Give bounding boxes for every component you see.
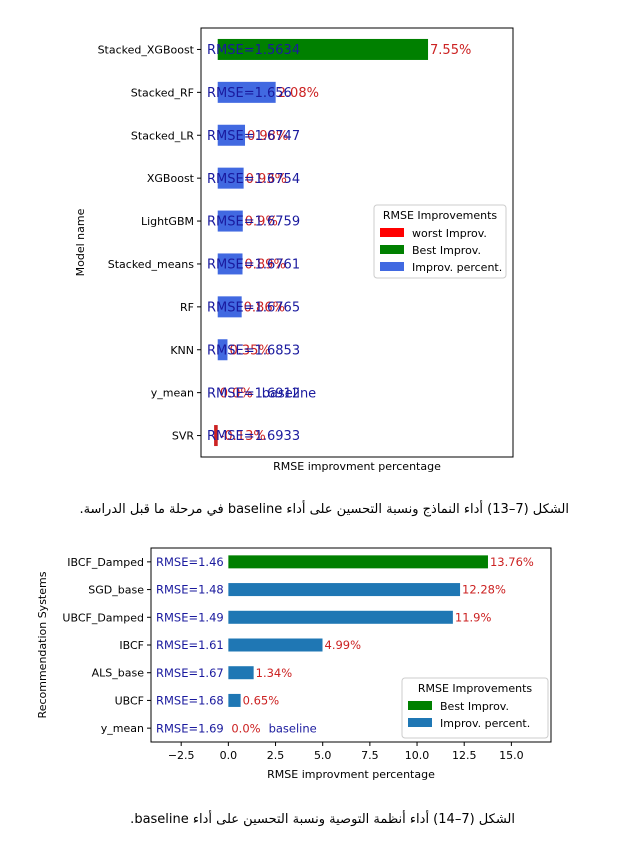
- rmse-label: RMSE=1.68: [156, 694, 224, 708]
- bar-SGD_base: [228, 583, 461, 597]
- y-tick-label: y_mean: [151, 387, 194, 400]
- chart-model-improvement: Stacked_XGBoost 7.55% RMSE=1.5634 Stacked_R…: [74, 27, 514, 473]
- value-label: 0.0%: [231, 721, 260, 735]
- rmse-label: RMSE=1.6761: [207, 258, 300, 273]
- legend-entry-label: Improv. percent.: [412, 261, 502, 274]
- legend-swatch: [408, 718, 432, 727]
- bar-UBCF_Damped: [228, 610, 453, 624]
- y-axis-label: Model name: [74, 208, 87, 276]
- bar-IBCF: [228, 638, 323, 652]
- y-tick-label: XGBoost: [147, 172, 195, 185]
- x-tick-label: 15.0: [499, 749, 524, 762]
- rmse-label: RMSE=1.5634: [207, 43, 300, 58]
- legend-entry-label: Best Improv.: [412, 244, 481, 257]
- bar-Stacked_LR: [217, 124, 246, 146]
- bar-SVR: [214, 425, 218, 447]
- y-tick-label: Stacked_means: [108, 258, 195, 271]
- y-tick-label: UBCF: [115, 694, 144, 707]
- rmse-label: RMSE=1.6853: [207, 343, 300, 358]
- legend: [373, 204, 507, 279]
- legend: [401, 677, 549, 739]
- y-axis-label: Recommendation Systems: [36, 571, 49, 718]
- value-label: 1.34%: [256, 666, 293, 680]
- x-axis-label: RMSE improvment percentage: [273, 460, 441, 473]
- y-tick-label: Stacked_XGBoost: [98, 43, 195, 56]
- bar-ALS_base: [228, 666, 254, 680]
- rmse-label: RMSE=1.656: [207, 86, 292, 101]
- y-tick-label: UBCF_Damped: [62, 611, 144, 624]
- y-tick-label: KNN: [170, 344, 194, 357]
- value-label: 0.35%: [229, 343, 270, 358]
- bar-XGBoost: [217, 167, 244, 189]
- legend-entry-label: Improv. percent.: [440, 717, 530, 730]
- rmse-label: RMSE=1.6933: [207, 429, 300, 444]
- x-tick-label: 7.5: [361, 749, 379, 762]
- value-label: 7.55%: [430, 43, 471, 58]
- figure-caption-1: الشكل (7–13) أداء النماذج ونسبة التحسين …: [79, 502, 569, 517]
- x-tick-label: 12.5: [452, 749, 477, 762]
- y-tick-label: ALS_base: [92, 667, 145, 680]
- bar-RF: [217, 296, 242, 318]
- legend-title: RMSE Improvements: [418, 682, 533, 695]
- x-tick-label: 10.0: [405, 749, 430, 762]
- value-label: 11.9%: [455, 610, 492, 624]
- value-label: 0.98%: [247, 129, 288, 144]
- y-tick-label: Stacked_RF: [131, 86, 194, 99]
- bar-IBCF_Damped: [228, 555, 488, 569]
- value-label: 13.76%: [490, 555, 534, 569]
- x-tick-label: 5.0: [314, 749, 332, 762]
- rmse-label: RMSE=1.67: [156, 666, 224, 680]
- y-tick-label: SGD_base: [88, 584, 144, 597]
- figure-caption-2: الشكل (7–14) أداء أنظمة التوصية ونسبة ال…: [130, 812, 515, 827]
- value-label: 12.28%: [462, 583, 506, 597]
- rmse-label: RMSE=1.49: [156, 610, 224, 624]
- value-label: 0.9%: [245, 215, 278, 230]
- legend-title: RMSE Improvements: [383, 209, 498, 222]
- legend-entry-label: worst Improv.: [412, 227, 487, 240]
- y-tick-label: LightGBM: [141, 215, 194, 228]
- value-label: 0.89%: [245, 258, 286, 273]
- value-label: 0.0%: [220, 386, 253, 401]
- x-tick-label: −2.5: [168, 749, 195, 762]
- value-label: 0.86%: [244, 301, 285, 316]
- rmse-label: RMSE=1.6759: [207, 215, 300, 230]
- bar-KNN: [217, 339, 228, 361]
- y-tick-label: Stacked_LR: [131, 129, 194, 142]
- rmse-label: RMSE=1.46: [156, 555, 224, 569]
- rmse-label: RMSE=1.61: [156, 638, 224, 652]
- bar-Stacked_XGBoost: [217, 38, 429, 60]
- y-tick-label: IBCF_Damped: [67, 556, 144, 569]
- legend-entry-label: Best Improv.: [440, 700, 509, 713]
- x-tick-label: 0.0: [220, 749, 238, 762]
- legend-swatch: [380, 262, 404, 271]
- legend-swatch: [380, 228, 404, 237]
- bar-Stacked_means: [217, 253, 243, 275]
- legend-swatch: [408, 701, 432, 710]
- plot-frame: [200, 27, 514, 458]
- rmse-label: RMSE=1.6747: [207, 129, 300, 144]
- baseline-label: baseline: [269, 721, 317, 735]
- value-label: 0.65%: [243, 694, 280, 708]
- bar-Stacked_RF: [217, 81, 276, 103]
- bar-UBCF: [228, 693, 241, 707]
- chart-recsys-improvement: IBCF_Damped 13.76% RMSE=1.46 SGD_base 12.28%…: [36, 547, 552, 781]
- legend-swatch: [380, 245, 404, 254]
- y-tick-label: SVR: [172, 430, 195, 443]
- x-axis-label: RMSE improvment percentage: [267, 768, 435, 781]
- y-tick-label: IBCF: [119, 639, 144, 652]
- baseline-label: baseline: [262, 386, 316, 401]
- value-label: 2.08%: [278, 86, 319, 101]
- value-label: 0.93%: [246, 172, 287, 187]
- rmse-label: RMSE=1.6765: [207, 301, 300, 316]
- rmse-label: RMSE=1.69: [156, 721, 224, 735]
- value-label: 4.99%: [325, 638, 362, 652]
- rmse-label: RMSE=1.6754: [207, 172, 300, 187]
- rmse-label: RMSE=1.6912: [207, 386, 300, 401]
- rmse-label: RMSE=1.48: [156, 583, 224, 597]
- value-label: -0.13%: [220, 429, 266, 444]
- x-tick-label: 2.5: [267, 749, 285, 762]
- y-tick-label: y_mean: [101, 722, 144, 735]
- bar-LightGBM: [217, 210, 243, 232]
- y-tick-label: RF: [180, 301, 194, 314]
